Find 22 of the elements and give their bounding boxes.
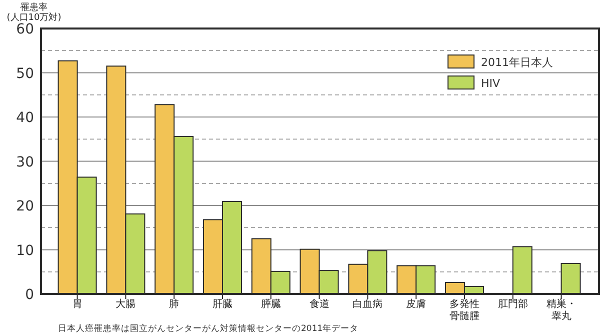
y-tick-label: 60 [16, 22, 34, 38]
x-tick-label: 膵臓 [260, 299, 282, 311]
y-tick-label: 0 [25, 287, 34, 303]
x-tick-label: 肛門部 [497, 299, 528, 311]
x-tick-label: 皮膚 [405, 299, 428, 311]
y-tick-label: 50 [16, 66, 34, 82]
x-tick-label: 肺 [168, 299, 180, 311]
y-tick-label: 40 [16, 110, 34, 126]
x-tick-label: 肝臓 [211, 299, 234, 311]
x-tick-label: 食道 [308, 299, 330, 311]
x-tick-label: 精巣・睾丸 [546, 299, 577, 323]
x-tick-label: 白血病 [352, 299, 384, 311]
legend-label: 2011年日本人 [481, 56, 553, 69]
x-tick-label: 胃 [71, 299, 84, 311]
x-tick-label: 大腸 [114, 299, 137, 311]
y-axis-title: 罹患率 (人口10万対) [6, 2, 62, 23]
y-tick-label: 10 [16, 242, 34, 259]
x-tick-label: 多発性骨髄腫 [448, 299, 480, 323]
y-tick-label: 20 [16, 198, 34, 214]
y-tick-label: 30 [16, 154, 34, 170]
legend-label: HIV [481, 77, 501, 90]
text: 日本人癌罹患率は国立がんセンターがん対策情報センターの2011年データ [58, 323, 359, 334]
